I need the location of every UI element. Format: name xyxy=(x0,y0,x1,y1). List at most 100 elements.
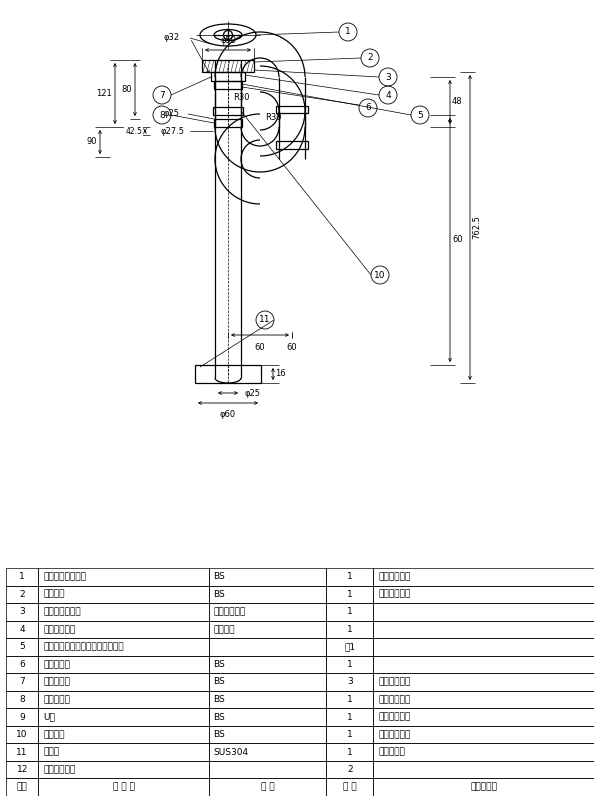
Text: 9: 9 xyxy=(19,713,25,722)
Bar xyxy=(373,726,594,743)
Text: 5: 5 xyxy=(19,642,25,651)
Text: 10: 10 xyxy=(374,270,386,279)
Bar xyxy=(209,778,326,796)
Bar xyxy=(326,726,373,743)
Text: φ25: φ25 xyxy=(244,389,260,398)
Text: や1: や1 xyxy=(344,642,356,651)
Bar xyxy=(209,586,326,603)
Bar xyxy=(373,603,594,621)
Text: 7: 7 xyxy=(19,678,25,686)
Text: 2: 2 xyxy=(19,590,25,599)
Text: 7: 7 xyxy=(159,90,165,99)
Text: SUS304: SUS304 xyxy=(214,748,248,757)
Bar xyxy=(214,119,242,127)
Text: BS: BS xyxy=(214,695,226,704)
Bar xyxy=(326,621,373,638)
Text: 42.5: 42.5 xyxy=(125,126,142,135)
Text: 接続ナット: 接続ナット xyxy=(43,678,70,686)
Text: クロムメッキ: クロムメッキ xyxy=(378,695,410,704)
Bar xyxy=(195,365,261,383)
Bar xyxy=(38,708,209,726)
Text: 60: 60 xyxy=(452,235,463,245)
Text: 4: 4 xyxy=(385,90,391,99)
Bar xyxy=(6,761,38,778)
Text: 10: 10 xyxy=(16,730,28,739)
Bar xyxy=(209,761,326,778)
Bar xyxy=(326,568,373,586)
Text: 材 質: 材 質 xyxy=(261,782,274,792)
Text: 1: 1 xyxy=(347,572,353,582)
Bar xyxy=(211,72,245,81)
Text: BS: BS xyxy=(214,678,226,686)
Bar xyxy=(209,656,326,674)
Text: U管: U管 xyxy=(43,713,55,722)
Bar xyxy=(38,690,209,708)
Text: 60: 60 xyxy=(287,343,298,352)
Bar xyxy=(373,778,594,796)
Bar xyxy=(6,621,38,638)
Bar xyxy=(6,638,38,656)
Text: クロムメッキ: クロムメッキ xyxy=(378,572,410,582)
Text: 1: 1 xyxy=(347,607,353,616)
Bar xyxy=(326,778,373,796)
Text: 1: 1 xyxy=(347,748,353,757)
Text: 1: 1 xyxy=(19,572,25,582)
Bar xyxy=(276,106,308,113)
Bar xyxy=(209,568,326,586)
Text: φ25: φ25 xyxy=(163,110,179,118)
Bar xyxy=(276,141,308,149)
Text: ツバ付直管: ツバ付直管 xyxy=(43,695,70,704)
Bar xyxy=(373,621,594,638)
Bar xyxy=(326,586,373,603)
Text: 11: 11 xyxy=(16,748,28,757)
Text: 8: 8 xyxy=(159,110,165,119)
Text: 48: 48 xyxy=(452,98,463,106)
Bar xyxy=(38,568,209,586)
Bar xyxy=(373,743,594,761)
Bar xyxy=(6,726,38,743)
Text: φ27.5: φ27.5 xyxy=(160,126,184,135)
Text: 3: 3 xyxy=(19,607,25,616)
Text: 研磨仕上げ: 研磨仕上げ xyxy=(378,748,405,757)
Bar xyxy=(6,603,38,621)
Bar xyxy=(326,743,373,761)
Text: 6: 6 xyxy=(19,660,25,669)
Text: 3: 3 xyxy=(347,678,353,686)
Bar xyxy=(38,638,209,656)
Bar xyxy=(326,603,373,621)
Text: 1: 1 xyxy=(345,27,351,37)
Bar xyxy=(209,638,326,656)
Bar xyxy=(326,674,373,690)
Bar xyxy=(326,656,373,674)
Text: 60: 60 xyxy=(254,343,265,352)
Text: 12: 12 xyxy=(16,765,28,774)
Text: BS: BS xyxy=(214,572,226,582)
Bar xyxy=(373,761,594,778)
Text: 16: 16 xyxy=(275,370,286,378)
Text: 8: 8 xyxy=(19,695,25,704)
Text: R30: R30 xyxy=(233,93,250,102)
Bar xyxy=(373,690,594,708)
Text: 1: 1 xyxy=(347,660,353,669)
Bar xyxy=(38,656,209,674)
Text: ツバ下パッキン: ツバ下パッキン xyxy=(43,607,80,616)
Bar xyxy=(213,107,243,115)
Text: BS: BS xyxy=(214,660,226,669)
Bar xyxy=(38,586,209,603)
Bar xyxy=(373,638,594,656)
Bar xyxy=(6,586,38,603)
Bar xyxy=(38,743,209,761)
Bar xyxy=(214,81,242,89)
Bar xyxy=(209,603,326,621)
Text: スリップワッシャー（大）（小）: スリップワッシャー（大）（小） xyxy=(43,642,124,651)
Bar xyxy=(6,690,38,708)
Bar xyxy=(209,621,326,638)
Text: クロムメッキ: クロムメッキ xyxy=(378,730,410,739)
Text: 6: 6 xyxy=(365,103,371,113)
Text: 762.5: 762.5 xyxy=(472,215,481,239)
Text: 1: 1 xyxy=(347,590,353,599)
Text: ヘアキャッチャー: ヘアキャッチャー xyxy=(43,572,86,582)
Text: R30: R30 xyxy=(265,113,281,122)
Text: ゴムパッキン: ゴムパッキン xyxy=(43,765,75,774)
Bar xyxy=(209,690,326,708)
